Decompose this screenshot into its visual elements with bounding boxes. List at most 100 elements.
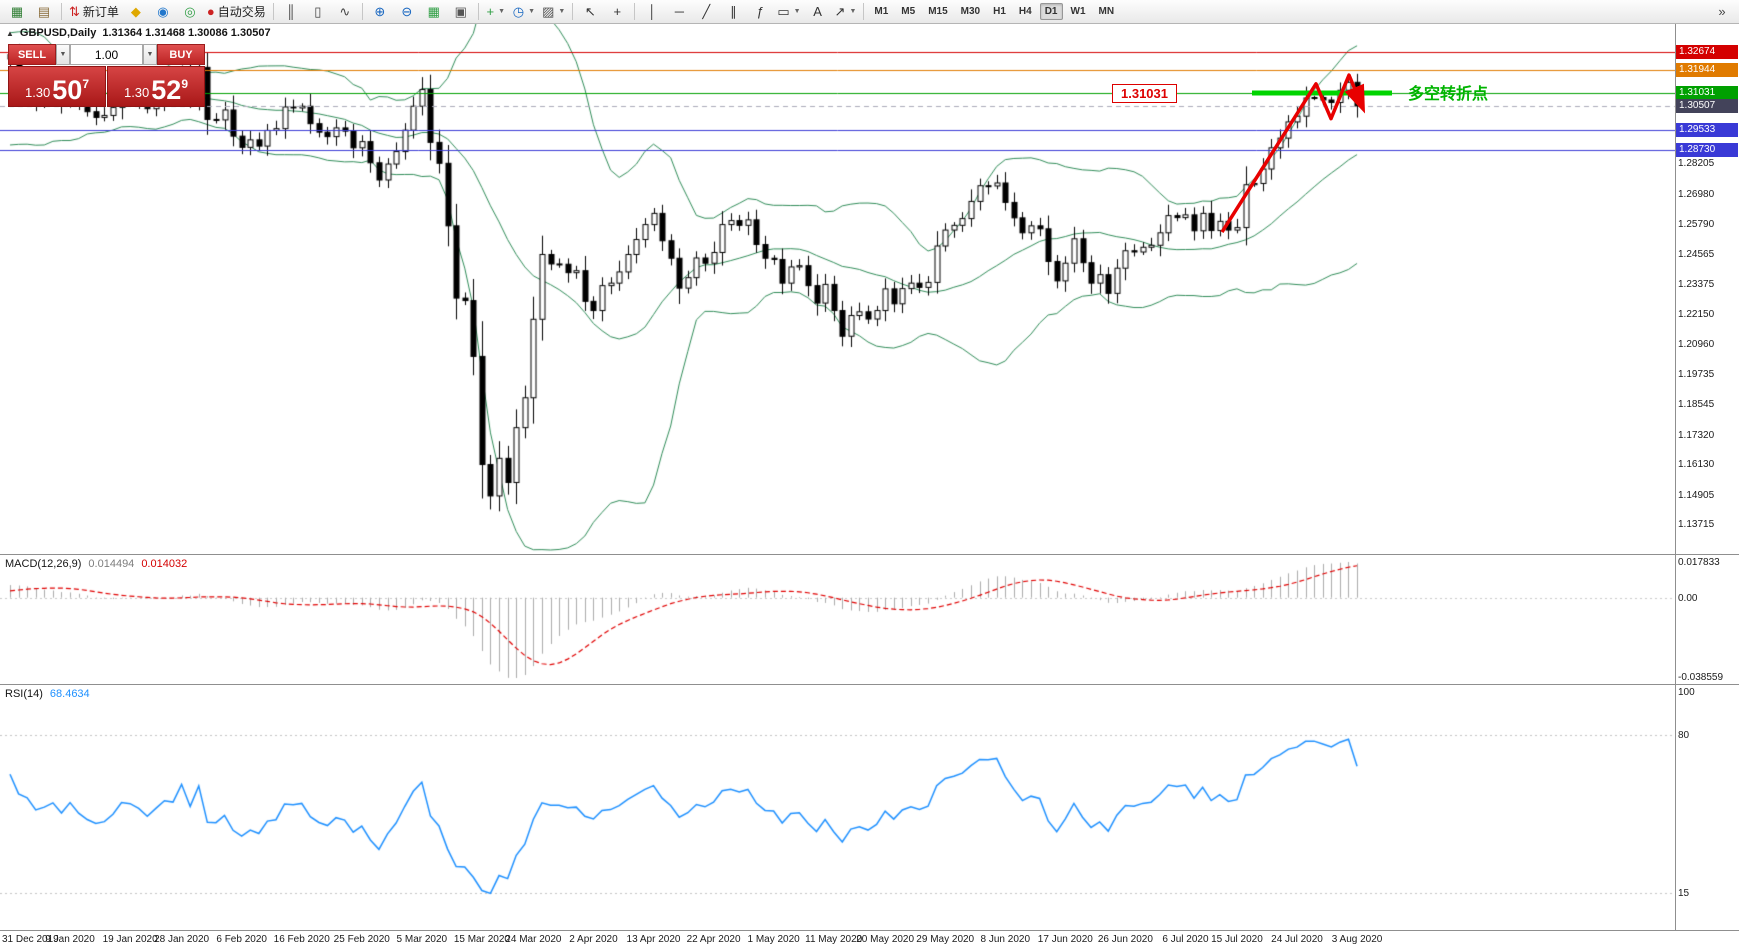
level-price-flag: 1.29533: [1676, 123, 1738, 138]
axis-separator: [1675, 24, 1676, 930]
buy-price-display[interactable]: 1.30 52 9: [107, 66, 205, 107]
chevron-down-icon: ▼: [146, 51, 154, 58]
date-axis-label: 22 Apr 2020: [686, 934, 741, 945]
macd-indicator-label: MACD(12,26,9) 0.014494 0.014032: [5, 558, 187, 570]
date-axis-label: 16 Feb 2020: [273, 934, 330, 945]
volume-up-stepper[interactable]: ▼: [143, 44, 157, 65]
chevron-down-icon: ▼: [498, 8, 506, 15]
bar-chart-icon[interactable]: ║: [278, 1, 304, 23]
cursor-icon[interactable]: ↖: [577, 1, 603, 23]
arrange-windows-icon[interactable]: ▣: [448, 1, 474, 23]
new-order-button-label: 新订单: [82, 5, 119, 19]
one-click-collapse-icon[interactable]: ▲: [6, 28, 14, 38]
tile-windows-icon[interactable]: ▦: [421, 1, 447, 23]
vertical-line-icon[interactable]: │: [639, 1, 665, 23]
timeframe-button-M15[interactable]: M15: [928, 6, 948, 17]
timeframe-button-H4[interactable]: H4: [1018, 6, 1032, 17]
timeframe-button-H1[interactable]: H1: [993, 6, 1006, 17]
date-axis-label: 3 Aug 2020: [1331, 934, 1383, 945]
zoom-out-icon[interactable]: ⊖: [394, 1, 420, 23]
ohlc-values: 1.31364 1.31468 1.30086 1.30507: [102, 27, 271, 39]
chevron-down-icon: ▼: [59, 51, 67, 58]
fibonacci-icon: ƒ: [756, 4, 764, 19]
market-icon: ◎: [184, 3, 196, 19]
date-axis-label: 24 Mar 2020: [505, 934, 562, 945]
date-axis-label: 19 Jan 2020: [102, 934, 158, 945]
current-price-flag: 1.30507: [1676, 99, 1738, 114]
buy-button[interactable]: BUY: [157, 44, 205, 65]
volume-input[interactable]: [70, 44, 143, 65]
line-chart-icon[interactable]: ∿: [332, 1, 358, 23]
crosshair-icon[interactable]: +: [604, 1, 630, 23]
new-chart-icon: ▦: [10, 3, 24, 19]
rsi-value: 68.4634: [49, 688, 90, 700]
one-click-prices-row: 1.30 50 7 1.30 52 9: [8, 66, 205, 107]
autotrading-button[interactable]: ● 自动交易: [204, 1, 269, 23]
toolbar-separator: [572, 3, 574, 20]
price-axis-label: 1.23375: [1678, 278, 1715, 290]
community-icon[interactable]: ◉: [150, 1, 176, 23]
timeframe-button-W1[interactable]: W1: [1070, 6, 1086, 17]
periods-icon: ◷: [512, 3, 525, 19]
timeframe-button-D1[interactable]: D1: [1039, 3, 1063, 20]
symbol-title: GBPUSD,Daily: [19, 27, 97, 39]
metaeditor-icon: ◆: [130, 3, 141, 19]
text-icon[interactable]: A: [805, 1, 831, 23]
buy-price-small: 1.30: [123, 85, 150, 100]
periods-icon[interactable]: ◷ ▼: [510, 1, 538, 23]
date-axis-label: 31 Dec 2019: [2, 934, 59, 945]
arrow-tool-icon[interactable]: ↗ ▼: [832, 1, 860, 23]
rsi-panel-canvas[interactable]: [0, 686, 1675, 930]
date-axis-label: 9 Jan 2020: [45, 934, 95, 945]
level-price-flag: 1.28730: [1676, 143, 1738, 158]
market-icon[interactable]: ◎: [177, 1, 203, 23]
chevron-down-icon: ▼: [558, 8, 566, 15]
toolbar-separator: [272, 3, 274, 20]
price-axis-label: 1.13715: [1678, 519, 1715, 531]
volume-down-stepper[interactable]: ▼: [56, 44, 70, 65]
rsi-axis-label: 100: [1678, 687, 1695, 698]
tile-windows-icon: ▦: [427, 3, 440, 19]
trendline-icon[interactable]: ╱: [693, 1, 719, 23]
toolbar-separator: [863, 3, 865, 20]
timeframe-button-MN[interactable]: MN: [1098, 6, 1115, 17]
timeframe-button-M30[interactable]: M30: [960, 6, 981, 17]
rsi-axis: 100 80 15: [1676, 686, 1739, 930]
profiles-icon: ▤: [37, 3, 51, 19]
toolbar-overflow-icon[interactable]: »: [1718, 4, 1726, 19]
line-chart-icon: ∿: [339, 3, 351, 19]
price-level-flag[interactable]: 1.31031: [1112, 83, 1177, 103]
panel-separator[interactable]: [0, 684, 1739, 685]
timeframe-button-M5[interactable]: M5: [901, 6, 916, 17]
metaeditor-icon[interactable]: ◆: [123, 1, 149, 23]
price-chart-canvas[interactable]: [0, 24, 1675, 554]
templates-icon[interactable]: ▨ ▼: [539, 1, 568, 23]
one-click-trading-widget: SELL ▼ ▼ BUY 1.30 50 7 1.30 52 9: [8, 44, 205, 107]
candlestick-chart-icon[interactable]: ▯: [305, 1, 331, 23]
buy-price-sup: 9: [181, 77, 189, 91]
price-axis-label: 1.18545: [1678, 399, 1715, 411]
rsi-indicator-label: RSI(14) 68.4634: [5, 688, 90, 700]
sell-price-display[interactable]: 1.30 50 7: [8, 66, 106, 107]
shapes-icon: ▭: [777, 3, 790, 19]
macd-panel-canvas[interactable]: [0, 556, 1675, 684]
sell-button[interactable]: SELL: [8, 44, 56, 65]
shapes-icon[interactable]: ▭ ▼: [774, 1, 803, 23]
new-order-button[interactable]: ⇅ 新订单: [66, 1, 122, 23]
profiles-icon[interactable]: ▤: [31, 1, 57, 23]
zoom-in-icon[interactable]: ⊕: [367, 1, 393, 23]
new-chart-icon[interactable]: ▦: [4, 1, 30, 23]
autotrading-icon: ●: [206, 4, 215, 19]
date-axis-label: 24 Jul 2020: [1271, 934, 1323, 945]
panel-separator[interactable]: [0, 554, 1739, 555]
indicators-icon[interactable]: + ▼: [483, 1, 509, 23]
fibonacci-icon[interactable]: ƒ: [747, 1, 773, 23]
macd-axis: 0.017833 0.00 -0.038559: [1676, 556, 1739, 684]
timeframe-button-M1[interactable]: M1: [874, 6, 889, 17]
date-axis-label: 6 Feb 2020: [216, 934, 267, 945]
channel-icon[interactable]: ∥: [720, 1, 746, 23]
top-toolbar: ▦ ▤ ⇅ 新订单 ◆ ◉ ◎ ● 自动交易 ║ ▯ ∿ ⊕ ⊖ ▦ ▣ + ▼ ◷ ▼ ▨ ▼ ↖ + │ ─ ╱ ∥ ƒ ▭ ▼ A ↗ ▼ M…: [0, 0, 1739, 24]
zoom-in-icon: ⊕: [374, 3, 386, 19]
horizontal-line-icon[interactable]: ─: [666, 1, 692, 23]
